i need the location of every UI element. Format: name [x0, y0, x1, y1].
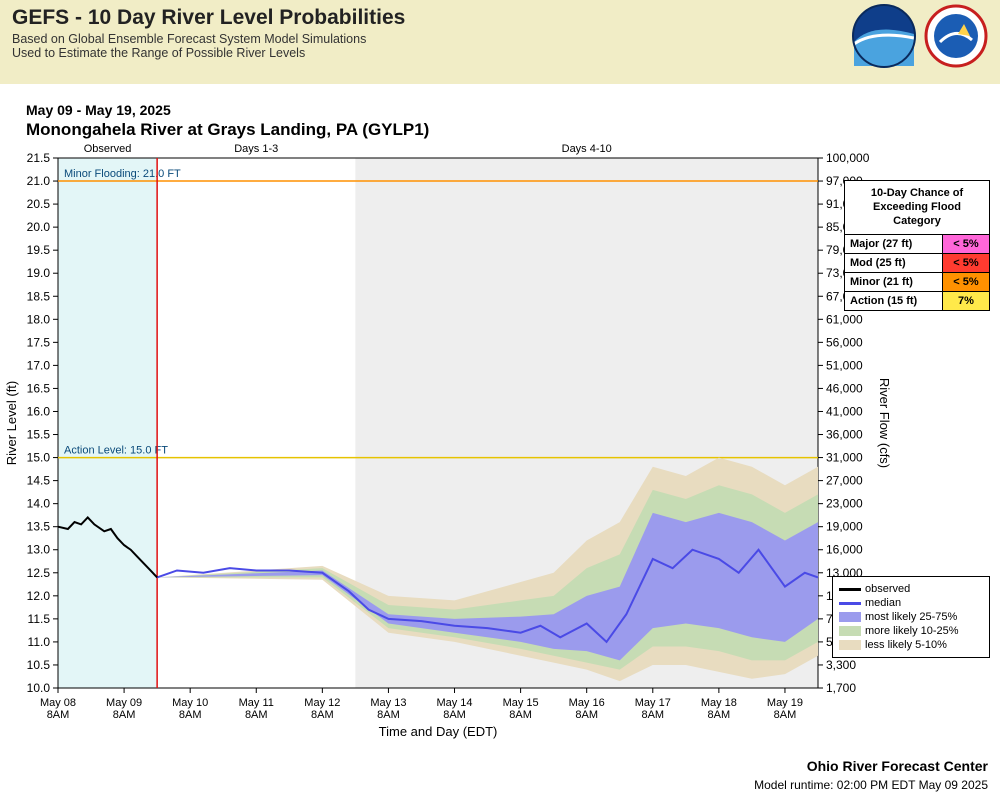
svg-text:17.0: 17.0 [27, 358, 51, 372]
svg-text:27,000: 27,000 [826, 474, 863, 488]
chart-title-block: May 09 - May 19, 2025 Monongahela River … [0, 84, 1000, 140]
subtitle-1: Based on Global Ensemble Forecast System… [12, 32, 988, 46]
svg-text:14.0: 14.0 [27, 497, 51, 511]
svg-text:May 11: May 11 [239, 697, 274, 709]
flood-table-header: 10-Day Chance of Exceeding Flood Categor… [845, 181, 989, 234]
svg-text:56,000: 56,000 [826, 335, 863, 349]
svg-text:11.0: 11.0 [28, 635, 51, 649]
page-title: GEFS - 10 Day River Level Probabilities [12, 6, 988, 30]
nws-logo-icon [924, 4, 988, 68]
svg-text:21.0: 21.0 [27, 174, 51, 188]
svg-text:8AM: 8AM [509, 709, 532, 721]
legend-row: more likely 10-25% [839, 625, 983, 637]
svg-text:8AM: 8AM [774, 709, 797, 721]
legend: observed median most likely 25-75% more lik… [832, 576, 990, 658]
svg-text:8AM: 8AM [708, 709, 731, 721]
svg-text:8AM: 8AM [443, 709, 466, 721]
svg-text:May 08: May 08 [40, 697, 76, 709]
svg-text:15.5: 15.5 [27, 428, 51, 442]
svg-text:20.5: 20.5 [27, 197, 51, 211]
svg-text:21.5: 21.5 [27, 151, 51, 165]
svg-text:17.5: 17.5 [27, 335, 51, 349]
svg-text:River Level (ft): River Level (ft) [4, 381, 19, 466]
svg-text:12.5: 12.5 [27, 566, 51, 580]
svg-text:8AM: 8AM [179, 709, 202, 721]
svg-text:Action Level: 15.0 FT: Action Level: 15.0 FT [64, 445, 168, 457]
svg-text:8AM: 8AM [113, 709, 136, 721]
svg-text:May 14: May 14 [436, 697, 472, 709]
svg-text:May 12: May 12 [304, 697, 340, 709]
svg-text:Time and Day (EDT): Time and Day (EDT) [379, 724, 498, 739]
svg-text:13.0: 13.0 [27, 543, 51, 557]
svg-text:51,000: 51,000 [826, 358, 863, 372]
flood-row: Mod (25 ft)< 5% [845, 253, 989, 272]
svg-text:8AM: 8AM [377, 709, 400, 721]
svg-text:May 10: May 10 [172, 697, 208, 709]
svg-text:19,000: 19,000 [826, 520, 863, 534]
flood-row: Minor (21 ft)< 5% [845, 272, 989, 291]
svg-text:May 13: May 13 [370, 697, 406, 709]
svg-text:May 19: May 19 [767, 697, 803, 709]
svg-text:16.5: 16.5 [27, 381, 51, 395]
svg-text:23,000: 23,000 [826, 497, 863, 511]
svg-text:8AM: 8AM [47, 709, 70, 721]
svg-text:10.5: 10.5 [27, 658, 51, 672]
svg-text:19.5: 19.5 [27, 243, 51, 257]
svg-text:13.5: 13.5 [27, 520, 51, 534]
svg-text:61,000: 61,000 [826, 312, 863, 326]
svg-text:May 16: May 16 [569, 697, 605, 709]
svg-text:3,300: 3,300 [826, 658, 856, 672]
svg-text:20.0: 20.0 [27, 220, 51, 234]
forecast-center-label: Ohio River Forecast Center [807, 758, 988, 774]
svg-text:16,000: 16,000 [826, 543, 863, 557]
legend-row: most likely 25-75% [839, 611, 983, 623]
logo-group [852, 4, 988, 68]
svg-text:Days 1-3: Days 1-3 [234, 143, 278, 155]
svg-text:River Flow (cfs): River Flow (cfs) [877, 378, 892, 468]
svg-text:8AM: 8AM [311, 709, 334, 721]
svg-text:18.0: 18.0 [27, 312, 51, 326]
legend-row: median [839, 597, 983, 609]
date-range: May 09 - May 19, 2025 [26, 102, 1000, 118]
svg-text:16.0: 16.0 [27, 404, 51, 418]
svg-text:41,000: 41,000 [826, 404, 863, 418]
svg-text:Days 4-10: Days 4-10 [562, 143, 612, 155]
flood-row: Action (15 ft)7% [845, 291, 989, 310]
flood-category-table: 10-Day Chance of Exceeding Flood Categor… [844, 180, 990, 311]
noaa-logo-icon [852, 4, 916, 68]
svg-text:100,000: 100,000 [826, 151, 870, 165]
svg-text:May 09: May 09 [106, 697, 142, 709]
svg-text:8AM: 8AM [245, 709, 268, 721]
svg-text:36,000: 36,000 [826, 428, 863, 442]
svg-text:46,000: 46,000 [826, 381, 863, 395]
subtitle-2: Used to Estimate the Range of Possible R… [12, 46, 988, 60]
svg-text:10.0: 10.0 [27, 681, 51, 695]
svg-text:Minor Flooding: 21.0 FT: Minor Flooding: 21.0 FT [64, 168, 181, 180]
svg-text:May 18: May 18 [701, 697, 737, 709]
svg-text:12.0: 12.0 [27, 589, 51, 603]
svg-text:May 17: May 17 [635, 697, 671, 709]
svg-text:May 15: May 15 [503, 697, 539, 709]
legend-row: less likely 5-10% [839, 639, 983, 651]
location-title: Monongahela River at Grays Landing, PA (… [26, 120, 1000, 140]
header-bar: GEFS - 10 Day River Level Probabilities … [0, 0, 1000, 84]
svg-text:15.0: 15.0 [27, 451, 51, 465]
svg-text:1,700: 1,700 [826, 681, 856, 695]
legend-row: observed [839, 583, 983, 595]
svg-text:31,000: 31,000 [826, 451, 863, 465]
svg-text:18.5: 18.5 [27, 289, 51, 303]
svg-text:8AM: 8AM [575, 709, 598, 721]
svg-text:14.5: 14.5 [27, 474, 51, 488]
flood-row: Major (27 ft)< 5% [845, 234, 989, 253]
svg-text:8AM: 8AM [641, 709, 664, 721]
svg-text:Observed: Observed [84, 143, 132, 155]
model-runtime-label: Model runtime: 02:00 PM EDT May 09 2025 [754, 778, 988, 792]
svg-text:11.5: 11.5 [28, 612, 51, 626]
svg-text:19.0: 19.0 [27, 266, 51, 280]
